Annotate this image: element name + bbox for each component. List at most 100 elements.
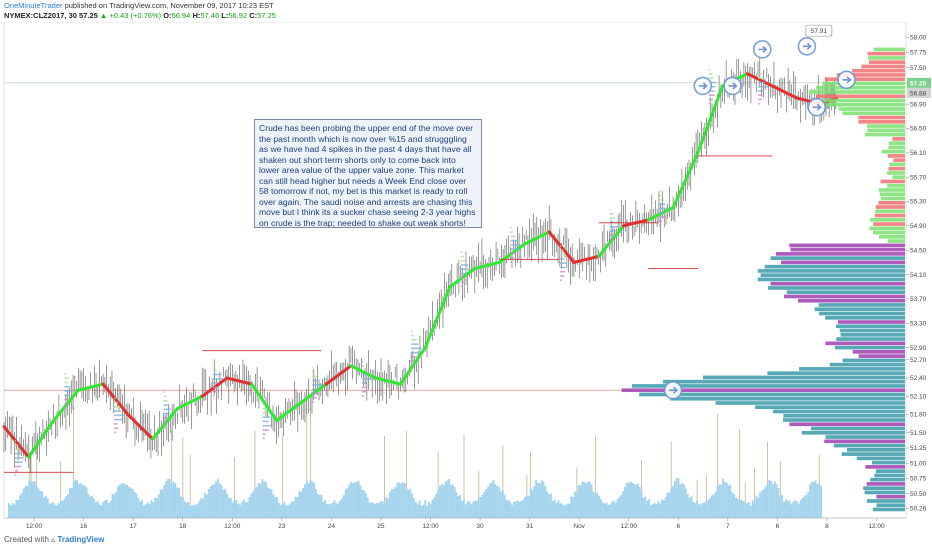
session-profile-bar — [312, 401, 314, 403]
profile-bar — [873, 47, 905, 52]
arrow-glyph — [758, 45, 768, 53]
session-profile-bar — [113, 397, 116, 400]
session-profile-bar — [758, 68, 760, 71]
volume-bar — [194, 504, 197, 518]
arrow-glyph — [698, 82, 708, 90]
volume-bar — [581, 481, 584, 518]
volume-bar — [629, 481, 632, 518]
volume-bar — [148, 503, 151, 518]
profile-bar — [870, 477, 905, 482]
volume-bar — [41, 491, 44, 518]
session-profile-bar — [163, 395, 167, 398]
y-tick-label: 50.26 — [910, 505, 927, 512]
session-profile-bar — [510, 256, 515, 259]
profile-bar — [755, 405, 905, 410]
volume-bar — [550, 493, 552, 518]
volume-bar — [716, 486, 719, 518]
volume-bar — [202, 498, 205, 518]
volume-bar — [191, 505, 193, 518]
volume-bar — [753, 502, 756, 518]
volume-bar — [468, 501, 471, 518]
profile-bar — [810, 426, 905, 431]
author-link[interactable]: OneMinuteTrader — [4, 1, 63, 10]
volume-bar — [211, 484, 214, 518]
annotation-note[interactable]: Crude has been probing the upper end of … — [254, 119, 482, 228]
volume-bar — [400, 483, 402, 518]
volume-bar — [276, 497, 279, 518]
symbol-label[interactable]: NYMEX:CLZ2017, 30 — [4, 11, 77, 20]
session-profile-bar — [64, 407, 67, 409]
volume-bar — [19, 494, 21, 518]
profile-bar — [772, 409, 905, 414]
volume-bar — [259, 483, 262, 518]
profile-bar — [824, 77, 905, 82]
trend-segment — [522, 230, 551, 246]
x-tick-label: 16 — [80, 523, 88, 530]
session-profiles — [14, 68, 769, 476]
volume-bar — [818, 483, 821, 518]
trend-segment — [547, 230, 576, 264]
volume-bar — [655, 504, 658, 518]
trend-segment — [349, 364, 378, 380]
volume-bar — [799, 499, 802, 518]
volume-bar — [379, 501, 382, 518]
price-chart[interactable]: 57.91 58.00 57.75 57.50 57.25 56.90 56.50 56.10… — [0, 22, 932, 532]
session-profile-bar — [262, 420, 269, 423]
volume-bar — [33, 481, 36, 518]
volume-bar — [213, 484, 216, 518]
session-profile-bar — [510, 235, 516, 238]
volume-bar — [104, 500, 106, 518]
session-profile-bar — [312, 379, 319, 382]
profile-bar — [892, 175, 905, 180]
volume-bar — [768, 479, 771, 518]
volume-bar — [637, 483, 639, 518]
volume-bar — [392, 488, 395, 518]
trend-segment — [671, 151, 700, 210]
profile-bar — [798, 298, 905, 303]
profile-bar — [879, 192, 905, 197]
volume-bar — [640, 490, 643, 518]
trend-segment — [770, 84, 799, 100]
profile-bar — [880, 196, 905, 201]
profile-bar — [757, 269, 905, 273]
x-tick-label: 8 — [825, 523, 829, 530]
session-profile-bar — [708, 102, 711, 105]
volume-bar — [57, 503, 60, 518]
volume-bar — [348, 484, 351, 518]
volume-bar — [163, 484, 166, 518]
volume-bar — [762, 489, 765, 518]
session-profile-bar — [213, 382, 218, 384]
session-profile-bar — [609, 217, 615, 219]
volume-bar — [398, 482, 401, 518]
volume-bar — [39, 490, 42, 518]
volume-bar — [675, 478, 678, 518]
profile-bar — [864, 490, 905, 495]
session-profile-bar — [411, 356, 418, 358]
profile-bar — [790, 247, 905, 252]
volume-bar — [370, 502, 373, 518]
volume-bar — [100, 505, 103, 518]
x-tick-label: 31 — [526, 523, 534, 530]
profile-bar — [782, 418, 905, 422]
volume-bar — [657, 501, 660, 518]
volume-bar — [183, 501, 186, 518]
session-profile-bar — [163, 421, 167, 423]
volume-bar — [46, 498, 49, 518]
trend-segment — [572, 254, 601, 264]
session-profile-bar — [708, 77, 714, 79]
session-profile-bar — [411, 347, 422, 350]
arrow-glyph — [842, 76, 852, 84]
volume-bar — [683, 484, 686, 518]
profile-bar — [825, 435, 905, 439]
volume-bar — [648, 499, 650, 518]
tradingview-brand[interactable]: TradingView — [57, 535, 105, 544]
volume-bar — [320, 494, 323, 518]
profile-bar — [867, 51, 905, 56]
profile-bar — [833, 443, 905, 448]
volume-bar — [524, 496, 526, 518]
arrow-marker-icon — [797, 37, 817, 56]
volume-bar — [692, 501, 695, 518]
volume-bar — [785, 499, 787, 518]
volume-bar — [801, 497, 804, 518]
open-value: 56.94 — [171, 11, 191, 20]
